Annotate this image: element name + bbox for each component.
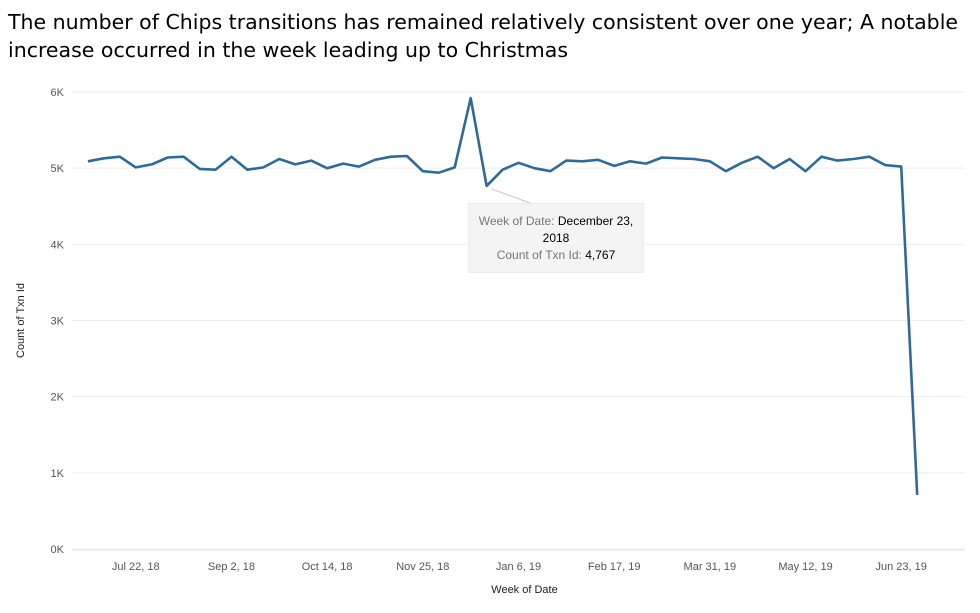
data-point[interactable] [771,166,776,171]
tooltip-date-value: December 23, 2018 [542,214,634,245]
data-point[interactable] [787,157,792,162]
data-point[interactable] [851,157,856,162]
x-tick-label: Jun 23, 19 [876,561,927,573]
tooltip-date-label: Week of Date: [478,214,555,228]
tooltip-count-label: Count of Txn Id: [496,248,582,262]
y-tick-labels: 0K 1K 2K 3K 4K 5K 6K [51,87,65,556]
data-point[interactable] [404,153,409,158]
data-point[interactable] [277,157,282,162]
data-point[interactable] [867,154,872,159]
data-point[interactable] [149,162,154,167]
tooltip-leader-line [491,188,531,204]
data-point[interactable] [357,164,362,169]
x-tick-labels: Jul 22, 18 Sep 2, 18 Oct 14, 18 Nov 25, 18 J… [112,561,927,573]
data-point[interactable] [723,169,728,174]
data-point[interactable] [245,167,250,172]
x-tick-label: Jan 6, 19 [496,561,541,573]
data-point[interactable] [691,157,696,162]
x-tick-label: Sep 2, 18 [208,561,255,573]
data-point[interactable] [707,159,712,164]
x-tick-label: Mar 31, 19 [684,561,737,573]
data-point[interactable] [117,154,122,159]
y-tick-label: 6K [51,87,65,99]
data-point[interactable] [181,154,186,159]
data-point[interactable] [803,169,808,174]
data-point[interactable] [755,154,760,159]
x-tick-label: Oct 14, 18 [302,561,353,573]
y-tick-label: 0K [51,544,65,556]
data-point[interactable] [229,154,234,159]
data-point[interactable] [739,160,744,165]
data-point[interactable] [436,170,441,175]
data-point[interactable] [819,154,824,159]
data-point[interactable] [915,492,920,497]
data-point[interactable] [580,159,585,164]
tooltip-date-row: Week of Date: December 23, 2018 [469,213,643,247]
x-axis-title: Week of Date [491,584,557,596]
data-point[interactable] [452,165,457,170]
data-point[interactable] [899,164,904,169]
data-point[interactable] [596,157,601,162]
chart-title: The number of Chips transitions has rema… [8,10,958,62]
gridlines [72,91,965,550]
y-axis-title: Count of Txn Id [15,283,27,358]
data-points [85,96,919,498]
y-tick-label: 5K [51,163,65,175]
data-point[interactable] [325,166,330,171]
data-point[interactable] [675,156,680,161]
data-point[interactable] [612,163,617,168]
x-tick-label: Jul 22, 18 [112,561,160,573]
x-tick-label: Nov 25, 18 [396,561,449,573]
data-point[interactable] [388,154,393,159]
tooltip-count-value: 4,767 [585,248,616,262]
y-tick-label: 2K [51,392,65,404]
data-point[interactable] [500,167,505,172]
data-point[interactable] [133,165,138,170]
data-point[interactable] [165,155,170,160]
data-point[interactable] [532,166,537,171]
data-point[interactable] [564,158,569,163]
tooltip-count-row: Count of Txn Id: 4,767 [469,247,643,264]
x-tick-label: Feb 17, 19 [588,561,641,573]
data-point[interactable] [341,161,346,166]
data-point[interactable] [628,159,633,164]
data-point[interactable] [85,159,90,164]
data-point[interactable] [516,160,521,165]
data-point[interactable] [484,183,489,188]
data-point[interactable] [213,167,218,172]
data-point[interactable] [835,158,840,163]
data-point[interactable] [660,155,665,160]
data-point[interactable] [548,169,553,174]
data-point[interactable] [293,162,298,167]
data-point[interactable] [101,156,106,161]
data-point[interactable] [883,163,888,168]
y-tick-label: 4K [51,239,65,251]
y-tick-label: 1K [51,468,65,480]
tooltip: Week of Date: December 23, 2018 Count of… [468,203,644,273]
data-point[interactable] [197,166,202,171]
data-point[interactable] [644,161,649,166]
series-line[interactable] [87,96,919,495]
x-tick-label: May 12, 19 [778,561,832,573]
data-point[interactable] [468,96,473,101]
data-point[interactable] [309,158,314,163]
data-point[interactable] [261,165,266,170]
y-tick-label: 3K [51,316,65,328]
data-point[interactable] [372,157,377,162]
data-point[interactable] [420,169,425,174]
